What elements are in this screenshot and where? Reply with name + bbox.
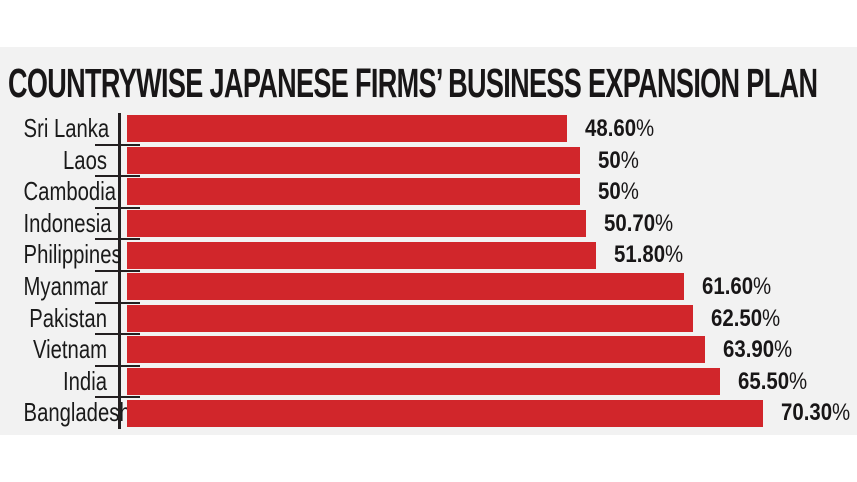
bar-laos: [127, 146, 580, 174]
value-label: 61.60%: [702, 271, 771, 303]
axis-tick: [95, 270, 140, 272]
axis-tick: [95, 301, 140, 304]
value-number: 62.50: [710, 304, 762, 332]
bar-chart: Sri Lanka 48.60% Laos 50% Cambodia 50% Indones…: [0, 113, 857, 429]
category-label: Laos: [63, 144, 107, 175]
axis-tick: [95, 364, 140, 367]
value-number: 63.90: [723, 336, 775, 364]
bar-philippines: [127, 241, 596, 269]
value-number: 50.70: [603, 209, 655, 237]
category-label: Cambodia: [23, 176, 116, 207]
bar-bangladesh: [127, 399, 764, 427]
category-label: Indonesia: [23, 207, 112, 238]
category-label: Sri Lanka: [23, 113, 110, 143]
chart-row: Laos 50%: [0, 145, 857, 177]
value-number: 65.50: [737, 367, 789, 395]
value-number: 70.30: [781, 399, 833, 427]
value-number: 61.60: [702, 273, 754, 300]
bar-cambodia: [127, 178, 580, 206]
value-label: 50.70%: [604, 208, 673, 240]
bar-vietnam: [127, 336, 706, 364]
category-label: Myanmar: [23, 271, 109, 301]
percent-sign: %: [761, 304, 780, 332]
axis-tick: [95, 175, 140, 178]
percent-sign: %: [832, 399, 851, 427]
percent-sign: %: [635, 115, 655, 142]
value-number: 51.80: [613, 241, 665, 269]
bar-pakistan: [127, 304, 693, 332]
value-label: 63.90%: [723, 334, 792, 366]
value-label: 50%: [598, 145, 639, 177]
percent-sign: %: [620, 146, 639, 174]
chart-row: Philippines 51.80%: [0, 239, 857, 271]
percent-sign: %: [654, 209, 674, 237]
percent-sign: %: [620, 178, 639, 206]
chart-row: Indonesia 50.70%: [0, 208, 857, 240]
percent-sign: %: [788, 367, 807, 395]
chart-row: Vietnam 63.90%: [0, 334, 857, 366]
chart-panel: COUNTRYWISE JAPANESE FIRMS’ BUSINESS EXP…: [0, 47, 857, 435]
category-label: Pakistan: [29, 302, 108, 333]
value-number: 48.60: [584, 115, 636, 142]
percent-sign: %: [753, 273, 772, 300]
value-label: 70.30%: [781, 397, 850, 429]
chart-row: Bangladesh 70.30%: [0, 397, 857, 429]
axis-tick: [95, 206, 140, 209]
bar-sri-lanka: [127, 115, 567, 143]
axis-tick: [95, 143, 140, 146]
value-label: 50%: [598, 176, 639, 208]
percent-sign: %: [664, 241, 683, 269]
value-label: 65.50%: [738, 366, 807, 398]
chart-title: COUNTRYWISE JAPANESE FIRMS’ BUSINESS EXP…: [8, 60, 818, 106]
value-number: 50: [597, 146, 621, 174]
chart-row: Cambodia 50%: [0, 176, 857, 208]
chart-row: Myanmar 61.60%: [0, 271, 857, 303]
category-label: Vietnam: [32, 334, 107, 365]
value-label: 51.80%: [614, 239, 683, 271]
category-label: India: [63, 365, 107, 396]
chart-row: India 65.50%: [0, 366, 857, 398]
value-label: 62.50%: [711, 303, 780, 335]
percent-sign: %: [774, 336, 793, 364]
value-number: 50: [597, 178, 621, 206]
bar-myanmar: [127, 273, 685, 301]
value-label: 48.60%: [585, 113, 654, 145]
bar-indonesia: [127, 210, 586, 238]
axis-tick: [95, 333, 140, 336]
bar-india: [127, 368, 720, 396]
category-label: Bangladesh: [23, 397, 131, 428]
chart-row: Pakistan 62.50%: [0, 303, 857, 335]
category-label: Philippines: [23, 239, 122, 270]
axis-tick: [95, 396, 140, 399]
axis-tick: [95, 238, 140, 241]
chart-row: Sri Lanka 48.60%: [0, 113, 857, 145]
